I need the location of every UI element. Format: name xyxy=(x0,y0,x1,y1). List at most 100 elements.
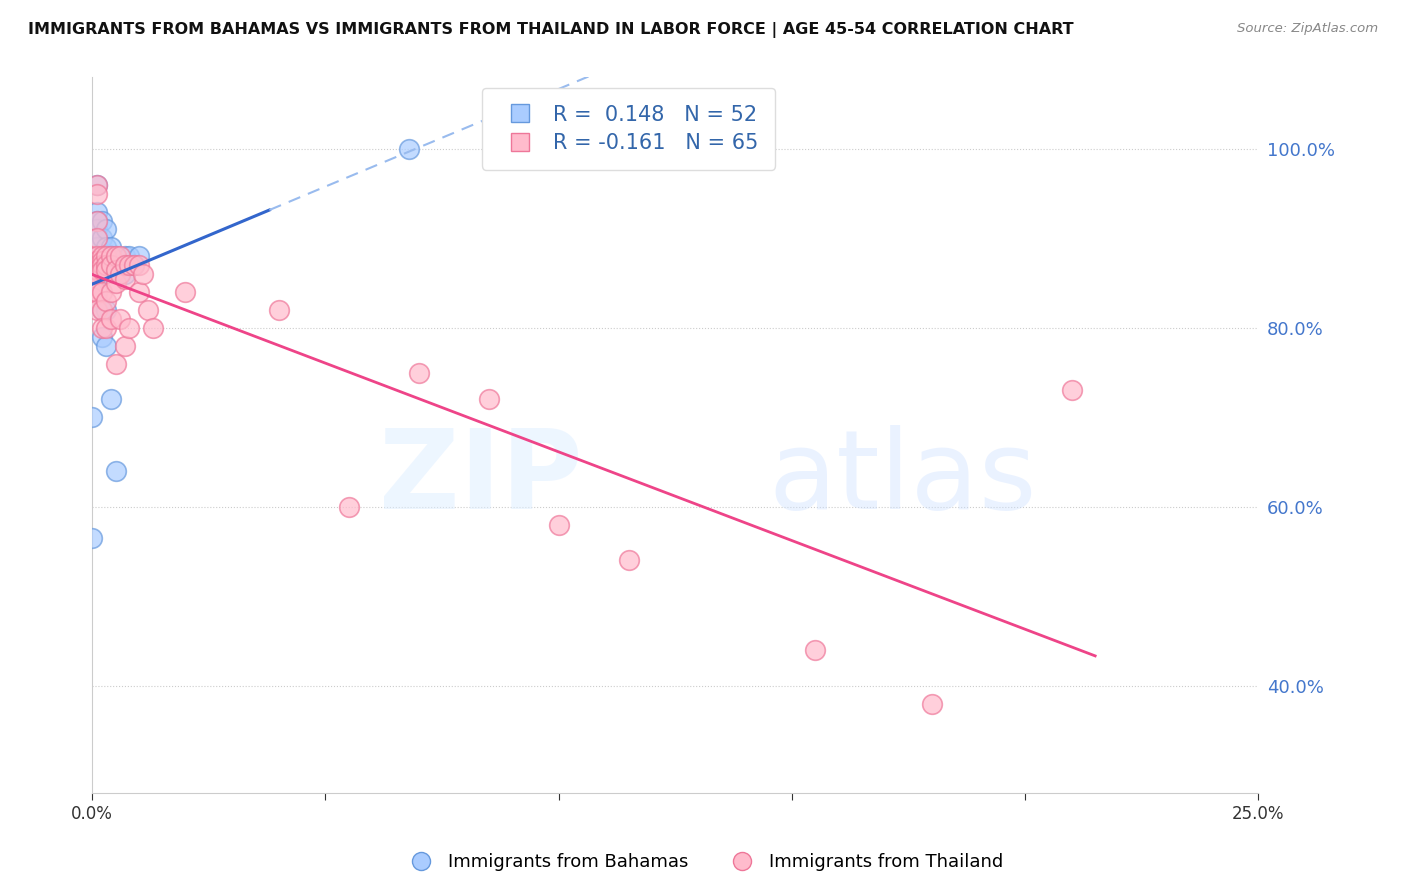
Point xyxy=(398,142,420,156)
Point xyxy=(104,249,127,263)
Point xyxy=(90,321,112,335)
Point xyxy=(82,267,104,281)
Point xyxy=(90,231,112,245)
Point xyxy=(90,303,112,318)
Point xyxy=(108,258,131,272)
Point xyxy=(86,222,108,236)
Point xyxy=(96,249,118,263)
Point xyxy=(96,262,118,277)
Point xyxy=(100,249,122,263)
Text: atlas: atlas xyxy=(769,425,1038,532)
Point xyxy=(86,303,108,318)
Point xyxy=(100,258,122,272)
Point xyxy=(96,303,118,318)
Point xyxy=(136,303,159,318)
Point xyxy=(86,213,108,227)
Point xyxy=(114,267,136,281)
Point xyxy=(86,231,108,245)
Point xyxy=(86,262,108,277)
Text: Source: ZipAtlas.com: Source: ZipAtlas.com xyxy=(1237,22,1378,36)
Point xyxy=(132,267,155,281)
Point xyxy=(86,271,108,285)
Point xyxy=(104,262,127,277)
Point xyxy=(96,240,118,254)
Text: ZIP: ZIP xyxy=(378,425,582,532)
Point xyxy=(114,258,136,272)
Point xyxy=(86,178,108,192)
Point xyxy=(86,285,108,299)
Point xyxy=(122,258,145,272)
Point xyxy=(86,258,108,272)
Point xyxy=(90,303,112,318)
Point xyxy=(118,249,141,263)
Point xyxy=(118,258,141,272)
Point xyxy=(82,253,104,268)
Point xyxy=(86,204,108,219)
Point xyxy=(96,339,118,353)
Point xyxy=(86,213,108,227)
Point xyxy=(142,321,165,335)
Point xyxy=(90,330,112,344)
Text: IMMIGRANTS FROM BAHAMAS VS IMMIGRANTS FROM THAILAND IN LABOR FORCE | AGE 45-54 C: IMMIGRANTS FROM BAHAMAS VS IMMIGRANTS FR… xyxy=(28,22,1074,38)
Point xyxy=(90,285,112,299)
Point xyxy=(86,293,108,308)
Point xyxy=(82,285,104,299)
Point xyxy=(86,253,108,268)
Point xyxy=(82,262,104,277)
Point xyxy=(478,392,501,407)
Point xyxy=(104,464,127,478)
Point xyxy=(108,267,131,281)
Point xyxy=(1060,384,1083,398)
Point xyxy=(408,366,430,380)
Point xyxy=(96,293,118,308)
Point xyxy=(82,271,104,285)
Point xyxy=(86,249,108,263)
Point xyxy=(921,697,943,711)
Point xyxy=(100,249,122,263)
Point xyxy=(86,240,108,254)
Point xyxy=(96,222,118,236)
Point xyxy=(128,285,150,299)
Point xyxy=(128,258,150,272)
Point xyxy=(82,262,104,277)
Point xyxy=(804,643,827,657)
Point xyxy=(82,289,104,303)
Point xyxy=(86,178,108,192)
Point xyxy=(617,553,640,567)
Point xyxy=(337,500,360,514)
Point xyxy=(100,312,122,326)
Point xyxy=(82,289,104,303)
Point xyxy=(82,258,104,272)
Point xyxy=(90,253,112,268)
Point xyxy=(104,357,127,371)
Point xyxy=(108,249,131,263)
Point xyxy=(267,303,290,318)
Point xyxy=(96,321,118,335)
Point xyxy=(90,249,112,263)
Point xyxy=(174,285,197,299)
Point xyxy=(82,276,104,290)
Point xyxy=(82,271,104,285)
Point xyxy=(82,410,104,425)
Point xyxy=(90,262,112,277)
Point xyxy=(114,339,136,353)
Point xyxy=(104,258,127,272)
Point xyxy=(86,262,108,277)
Point xyxy=(82,249,104,263)
Point xyxy=(114,271,136,285)
Point xyxy=(82,531,104,545)
Point xyxy=(82,280,104,294)
Point xyxy=(90,258,112,272)
Point xyxy=(82,267,104,281)
Point xyxy=(108,312,131,326)
Point xyxy=(96,258,118,272)
Point xyxy=(547,517,569,532)
Point xyxy=(100,392,122,407)
Point xyxy=(86,253,108,268)
Point xyxy=(104,276,127,290)
Point xyxy=(96,258,118,272)
Point xyxy=(100,285,122,299)
Point xyxy=(82,285,104,299)
Point xyxy=(90,249,112,263)
Point xyxy=(122,258,145,272)
